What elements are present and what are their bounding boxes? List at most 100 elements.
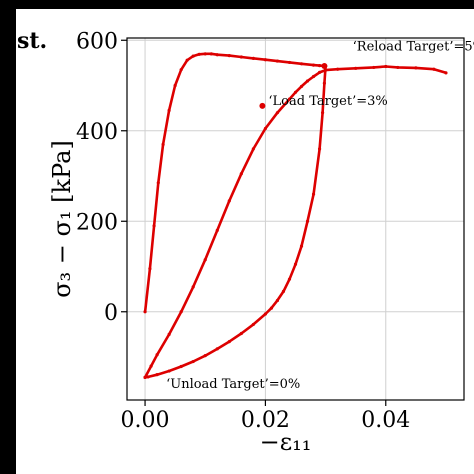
data-point [323,68,328,72]
data-point [155,353,159,357]
data-point [299,84,304,89]
data-point [179,68,183,72]
data-point [167,332,171,336]
data-point [372,65,376,70]
data-point [215,228,219,232]
data-point [251,322,255,327]
data-point [293,262,298,266]
data-point [167,108,171,112]
data-point [152,224,156,228]
data-point [384,64,388,69]
data-point [149,364,153,368]
panel-label-fragment: st. [17,28,48,54]
data-point [275,111,280,115]
data-point [396,65,400,70]
data-point [299,62,304,66]
y-ticks: 0 200 400 600 [76,29,127,326]
data-point [146,375,150,379]
target-marker [321,63,328,70]
data-point [203,354,207,358]
data-point [203,52,207,56]
data-point [336,67,340,71]
annotation-label: ‘Load Target’=3% [268,94,387,109]
data-point [251,56,255,60]
data-point [161,142,165,146]
series-line-1 [143,52,326,312]
data-point [287,97,292,101]
data-point [179,364,183,369]
data-point [239,55,243,59]
data-point [143,310,147,314]
target-marker [259,102,266,109]
data-point [197,52,201,56]
data-point [185,58,189,62]
data-point [311,192,316,196]
y-tick-label: 0 [104,301,118,326]
data-point [305,79,310,83]
data-point [148,267,152,271]
data-point [269,306,274,310]
y-axis-label: σ₃ − σ₁ [kPa] [48,140,76,298]
data-point [227,199,231,203]
data-point [432,67,436,71]
data-point [215,347,219,351]
data-point [293,90,298,94]
x-tick-label: 0.00 [121,408,170,433]
y-tick-label: 200 [76,210,118,235]
data-point [263,58,268,62]
data-point [263,312,268,316]
data-point [239,172,243,176]
data-point [444,71,448,75]
data-point [209,52,213,56]
data-point [311,74,316,79]
data-point [215,53,219,57]
data-point [305,219,310,223]
plot-frame [126,37,465,401]
data-point [203,258,207,262]
x-tick-label: 0.04 [361,408,410,433]
data-point [191,285,195,289]
y-tick-label: 400 [76,120,118,145]
data-point [143,375,147,379]
annotations: ‘Reload Target’=5% ‘Load Target’=3% ‘Unloa… [166,40,474,392]
data-point [317,64,322,68]
data-point [354,66,358,70]
data-point [317,147,322,151]
y-tick-label: 600 [76,29,118,54]
data-point [179,310,183,314]
data-point [191,359,195,364]
series-line-3 [143,65,447,379]
data-point [167,369,171,373]
data-point [317,70,322,74]
data-point [299,244,304,248]
data-point [239,331,243,336]
data-point [227,340,231,344]
data-point [275,298,280,303]
left-border-bar [0,0,16,474]
data-point [322,81,326,85]
annotation-label: ‘Reload Target’=5% [353,40,474,55]
data-point [251,147,255,151]
data-point [191,54,195,58]
data-point [414,66,418,70]
data-point [287,60,292,65]
x-tick-label: 0.02 [241,408,290,433]
data-point [263,126,268,131]
grid-lines [127,38,464,400]
top-border-bar [0,0,474,9]
data-point [227,54,231,58]
data-point [173,83,177,88]
markers [259,63,328,109]
data-point [311,63,316,67]
series-line-2 [144,66,327,379]
annotation-label: ‘Unload Target’=0% [166,377,300,392]
data-point [287,277,292,281]
data-point [156,181,160,185]
data-point [275,59,280,63]
data-point [320,111,325,115]
x-ticks: 0.00 0.02 0.04 [121,400,410,433]
data-point [155,373,159,377]
x-axis-label: −ε₁₁ [260,428,312,456]
